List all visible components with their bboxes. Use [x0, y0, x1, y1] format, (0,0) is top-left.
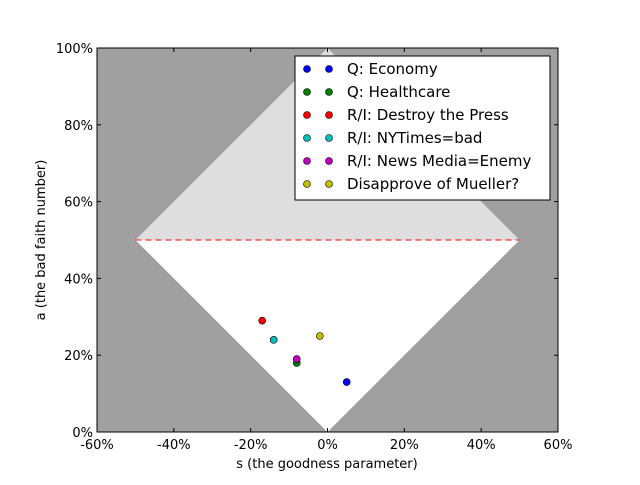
y-tick-label: 40%	[64, 272, 93, 287]
data-point	[342, 378, 351, 386]
legend-marker	[325, 111, 333, 119]
x-tick-label: 60%	[544, 438, 573, 453]
data-point	[292, 355, 301, 363]
legend-marker	[303, 180, 311, 188]
y-tick-label: 0%	[72, 426, 93, 441]
lower-triangle-region	[135, 240, 520, 432]
y-tick-label: 20%	[64, 349, 93, 364]
data-point	[269, 336, 278, 344]
legend-marker	[303, 134, 311, 142]
x-tick-label: 0%	[317, 438, 338, 453]
legend-label: R/I: NYTimes=bad	[347, 129, 482, 147]
axis-ticks: -60% -40% -20% 0% 20% 40% 60% 0% 20% 40% 60% 80% 100…	[56, 42, 573, 453]
y-tick-label: 60%	[64, 196, 93, 211]
legend: Q: Economy Q: Healthcare R/I: Destroy the …	[294, 55, 551, 201]
x-tick-label: -40%	[157, 438, 191, 453]
legend-label: Disapprove of Mueller?	[347, 175, 519, 193]
data-points	[258, 316, 351, 386]
legend-marker	[303, 88, 311, 96]
legend-label: R/I: News Media=Enemy	[347, 152, 531, 170]
legend-marker	[303, 111, 311, 119]
y-tick-label: 80%	[64, 119, 93, 134]
legend-label: R/I: Destroy the Press	[347, 106, 509, 124]
x-axis-label: s (the goodness parameter)	[236, 457, 417, 472]
legend-marker	[325, 65, 333, 73]
data-point	[316, 332, 324, 340]
x-tick-label: 40%	[467, 438, 496, 453]
x-tick-label: -60%	[80, 438, 114, 453]
legend-marker	[325, 134, 333, 142]
legend-marker	[303, 157, 311, 165]
legend-marker	[325, 180, 333, 188]
legend-label: Q: Economy	[347, 60, 438, 78]
data-point	[258, 316, 266, 325]
legend-marker	[325, 157, 333, 165]
y-tick-label: 100%	[56, 42, 93, 57]
legend-marker	[303, 65, 311, 73]
x-tick-label: -20%	[234, 438, 268, 453]
legend-label: Q: Healthcare	[347, 83, 450, 101]
legend-entries: Q: Economy Q: Healthcare R/I: Destroy the …	[303, 60, 531, 193]
legend-box	[294, 55, 551, 201]
legend-marker	[325, 88, 333, 96]
y-axis-label: a (the bad faith number)	[34, 160, 49, 321]
x-tick-label: 20%	[390, 438, 419, 453]
